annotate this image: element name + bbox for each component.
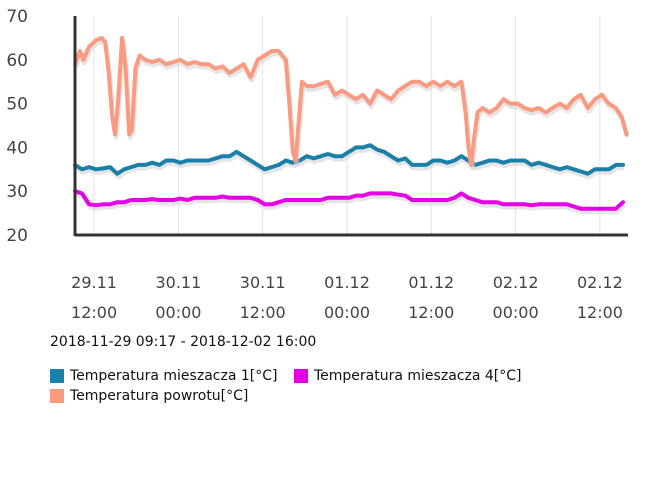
x-tick-time-6: 12:00 [577,303,623,322]
y-axis-labels: 20 30 40 50 60 70 [6,7,28,246]
series-layer [73,35,630,215]
x-tick-date-5: 02.12 [493,273,539,292]
y-tick-label-5: 70 [6,7,28,27]
y-tick-label-3: 50 [6,95,28,115]
legend-swatch-mieszacza-4 [294,369,308,383]
x-tick-time-1: 00:00 [155,303,201,322]
grid [93,16,601,235]
series-shadow-0 [74,145,624,180]
legend-swatch-mieszacza-1 [50,369,64,383]
legend-swatch-powrotu [50,389,64,403]
x-tick-date-4: 01.12 [408,273,454,292]
legend-label-mieszacza-4: Temperatura mieszacza 4[°C] [314,368,522,384]
legend-item-mieszacza-4[interactable]: Temperatura mieszacza 4[°C] [294,368,521,384]
x-tick-date-2: 30.11 [240,273,286,292]
series-line-0 [73,143,625,176]
legend-item-mieszacza-1[interactable]: Temperatura mieszacza 1[°C] [50,368,277,384]
x-tick-time-3: 00:00 [324,303,370,322]
date-range: 2018-11-29 09:17 - 2018-12-02 16:00 [50,334,317,350]
x-tick-date-1: 30.11 [155,273,201,292]
x-tick-time-4: 12:00 [408,303,454,322]
y-tick-label-1: 30 [6,182,28,202]
legend-label-powrotu: Temperatura powrotu[°C] [70,388,249,404]
axes [73,16,628,237]
x-tick-date-3: 01.12 [324,273,370,292]
legend-label-mieszacza-1: Temperatura mieszacza 1[°C] [70,368,278,384]
series-line-2 [73,35,629,167]
y-tick-label-4: 60 [6,51,28,71]
legend-item-powrotu[interactable]: Temperatura powrotu[°C] [50,388,248,404]
x-tick-date-6: 02.12 [577,273,623,292]
series-line-1 [73,189,625,211]
series-shadow-1 [75,191,626,215]
y-tick-label-2: 40 [6,138,28,158]
x-tick-time-5: 00:00 [493,303,539,322]
line-chart: 20 30 40 50 60 70 29.11 12:00 30.11 00:00 30.11 12… [6,7,630,322]
y-tick-label-0: 20 [6,226,28,246]
x-tick-time-2: 12:00 [240,303,286,322]
x-axis-labels: 29.11 12:00 30.11 00:00 30.11 12:00 01.12 00:00… [71,273,623,322]
x-tick-date-0: 29.11 [71,273,117,292]
x-tick-time-0: 12:00 [71,303,117,322]
